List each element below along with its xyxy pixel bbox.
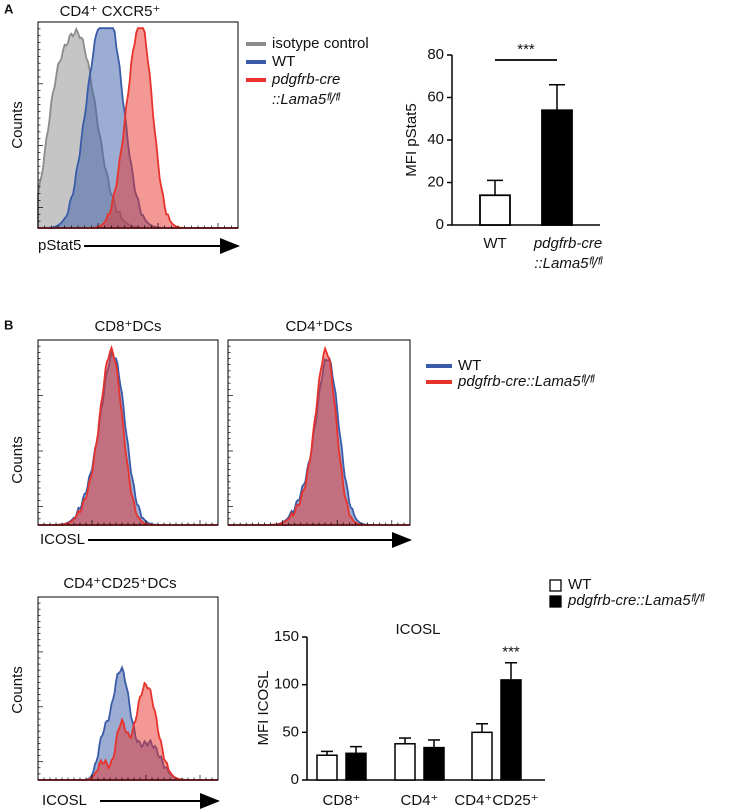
y-tick-label: 0 xyxy=(436,216,444,233)
annotation: *** xyxy=(502,644,520,661)
histogram xyxy=(38,344,218,526)
legend-label: pdgfrb-cre::Lama5ᶠˡ/ᶠˡ xyxy=(567,592,705,609)
panel-title: CD4⁺DCs xyxy=(285,318,352,335)
bar xyxy=(471,731,493,781)
legend-label: WT xyxy=(272,53,295,70)
y-tick-label: 40 xyxy=(427,131,444,148)
x-tick-label: pdgfrb-cre::Lama5ᶠˡ/ᶠˡ xyxy=(533,235,603,272)
panel-title: CD8⁺DCs xyxy=(94,318,161,335)
legend-label: pdgfrb-cre::Lama5ᶠˡ/ᶠˡ xyxy=(271,71,341,108)
y-axis-label: Counts xyxy=(9,436,26,484)
legend-label: WT xyxy=(568,576,591,593)
x-axis-label: ICOSL xyxy=(40,531,85,548)
y-tick-label: 50 xyxy=(282,723,299,740)
panel-label: B xyxy=(4,317,13,332)
bar xyxy=(316,754,338,781)
legend-swatch xyxy=(549,595,562,608)
panel-title: CD4⁺ CXCR5⁺ xyxy=(60,3,161,20)
panel-title: CD4⁺CD25⁺DCs xyxy=(63,575,176,592)
x-tick-label: CD4⁺CD25⁺ xyxy=(454,792,538,809)
y-tick-label: 80 xyxy=(427,46,444,63)
x-axis-label: pStat5 xyxy=(38,237,81,254)
y-tick-label: 100 xyxy=(274,676,299,693)
x-tick-label: WT xyxy=(483,235,506,252)
y-tick-label: 0 xyxy=(291,771,299,788)
bar xyxy=(500,679,522,781)
y-tick-label: 20 xyxy=(427,173,444,190)
legend-label: pdgfrb-cre::Lama5ᶠˡ/ᶠˡ xyxy=(457,373,595,390)
legend-swatch xyxy=(549,579,562,592)
chart-title: ICOSL xyxy=(395,621,440,638)
y-axis-label: MFI pStat5 xyxy=(403,103,420,176)
bar xyxy=(423,746,445,781)
bar xyxy=(479,194,511,226)
annotation: *** xyxy=(517,41,535,58)
legend-label: isotype control xyxy=(272,35,369,52)
bar xyxy=(394,743,416,781)
histogram xyxy=(228,345,410,526)
x-tick-label: CD8⁺ xyxy=(323,792,361,809)
bar xyxy=(541,109,573,226)
legend-label: WT xyxy=(458,357,481,374)
y-axis-label: MFI ICOSL xyxy=(255,670,272,745)
bar xyxy=(345,752,367,781)
y-tick-label: 60 xyxy=(427,88,444,105)
y-axis-label: Counts xyxy=(9,101,26,149)
y-axis-label: Counts xyxy=(9,666,26,714)
y-tick-label: 150 xyxy=(274,628,299,645)
x-axis-label: ICOSL xyxy=(42,792,87,809)
x-tick-label: CD4⁺ xyxy=(401,792,439,809)
panel-label: A xyxy=(4,1,14,16)
